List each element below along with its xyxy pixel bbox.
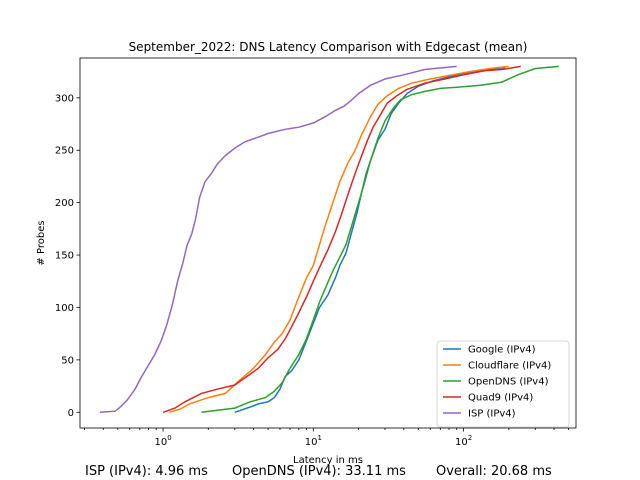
series-line-2 [201,65,559,414]
series-line-1 [169,65,509,414]
plot-area [99,65,559,414]
series-line-0 [234,66,506,414]
y-tick-label: 50 [61,355,74,366]
y-tick-label: 0 [68,408,74,419]
y-tick-label: 200 [55,198,74,209]
legend-label: ISP (IPv4) [468,409,516,420]
y-tick-label: 250 [55,146,74,157]
legend-label: Google (IPv4) [468,345,536,356]
plot-frame [79,57,577,429]
y-tick-label: 150 [55,251,74,262]
x-tick-label: 100 [154,434,171,448]
chart: September_2022: DNS Latency Comparison w… [36,40,577,465]
summary-footer: ISP (IPv4): 4.96 ms OpenDNS (IPv4): 33.1… [0,464,640,480]
legend-box [436,340,570,428]
y-tick-label: 100 [55,303,74,314]
y-axis-label: # Probes [36,220,47,265]
legend-label: Cloudflare (IPv4) [468,361,551,372]
y-tick-label: 300 [55,93,74,104]
opendns-mean-text: OpenDNS (IPv4): 33.11 ms [232,464,406,479]
x-axis: 100 101 102 [84,428,570,448]
x-axis-label: Latency in ms [293,455,363,465]
series-line-4 [99,65,457,414]
x-tick-label: 101 [305,434,322,448]
legend-label: Quad9 (IPv4) [468,393,533,404]
overall-mean-text: Overall: 20.68 ms [436,464,552,479]
chart-title: September_2022: DNS Latency Comparison w… [129,40,528,54]
legend-label: OpenDNS (IPv4) [468,377,549,388]
isp-mean-text: ISP (IPv4): 4.96 ms [85,464,208,479]
legend: Google (IPv4) Cloudflare (IPv4) OpenDNS (I… [436,340,570,428]
x-tick-label: 102 [455,434,472,448]
y-axis: 0 50 100 150 200 250 300 [55,93,80,419]
series-line-3 [162,65,521,414]
